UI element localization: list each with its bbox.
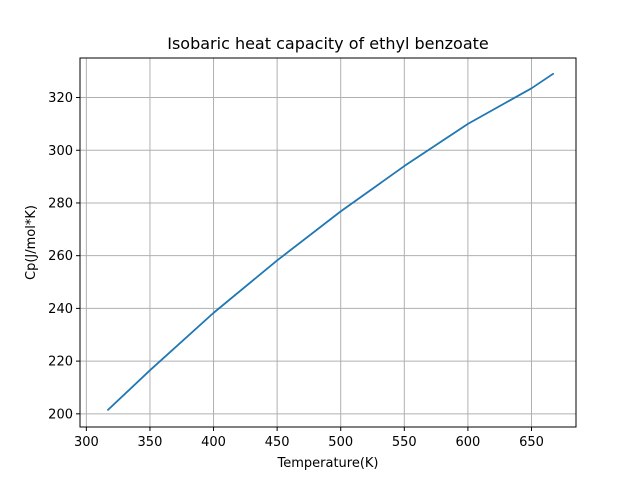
x-tick-label: 500 — [328, 435, 353, 450]
series-layer — [107, 72, 555, 411]
y-tick-label: 300 — [48, 144, 73, 159]
ticks: 300 350 400 450 500 550 600 650 200 220 240 260 280 3… — [48, 91, 544, 450]
y-tick-label: 220 — [48, 355, 73, 370]
y-axis-title: Cp(J/mol*K) — [24, 205, 39, 280]
y-tick-label: 240 — [48, 302, 73, 317]
chart-title: Isobaric heat capacity of ethyl benzoate — [167, 34, 489, 53]
plot-frame — [79, 57, 577, 428]
x-tick-label: 600 — [455, 435, 480, 450]
series-line — [107, 72, 555, 411]
grid — [80, 58, 576, 427]
y-tick-label: 280 — [48, 196, 73, 211]
y-tick-label: 260 — [48, 249, 73, 264]
x-tick-label: 550 — [392, 435, 417, 450]
y-tick-label: 200 — [48, 407, 73, 422]
x-tick-label: 650 — [519, 435, 544, 450]
x-tick-label: 300 — [74, 435, 99, 450]
x-axis-title: Temperature(K) — [276, 456, 378, 471]
x-tick-label: 350 — [138, 435, 163, 450]
x-tick-label: 450 — [265, 435, 290, 450]
x-tick-label: 400 — [201, 435, 226, 450]
y-tick-label: 320 — [48, 91, 73, 106]
